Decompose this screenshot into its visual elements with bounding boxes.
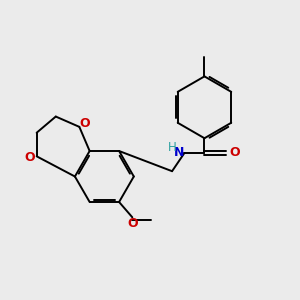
Text: O: O (24, 151, 34, 164)
Text: N: N (174, 146, 184, 159)
Text: H: H (168, 141, 176, 154)
Text: O: O (127, 217, 138, 230)
Text: O: O (79, 117, 90, 130)
Text: O: O (230, 146, 240, 159)
